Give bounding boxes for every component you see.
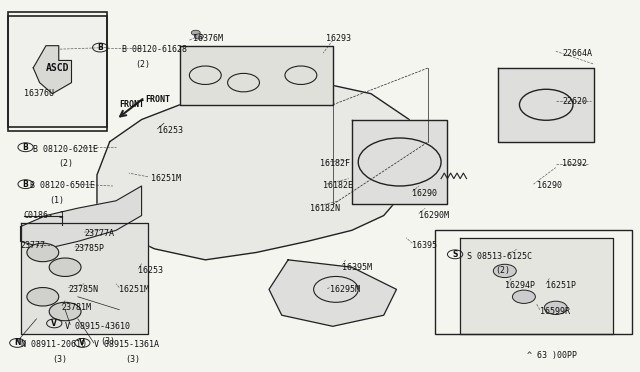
Text: 16290M: 16290M [419,211,449,220]
Text: 16395: 16395 [412,241,437,250]
Polygon shape [97,83,422,260]
Circle shape [195,34,204,39]
Polygon shape [499,68,594,142]
Text: 16599R: 16599R [540,307,570,316]
Text: (1): (1) [49,196,64,205]
Bar [8,16,106,127]
Text: 16295M: 16295M [330,285,360,294]
Text: B: B [23,143,28,152]
Text: (2): (2) [135,60,150,69]
Text: 23781M: 23781M [62,303,92,312]
Text: 16292: 16292 [562,159,587,169]
Circle shape [27,288,59,306]
Text: V: V [51,319,57,328]
Circle shape [49,258,81,276]
Text: 23785P: 23785P [75,244,105,253]
Text: 23777A: 23777A [84,230,114,238]
Polygon shape [33,46,72,94]
Circle shape [49,302,81,321]
Text: V: V [79,339,85,347]
Text: 16290: 16290 [412,189,437,198]
Polygon shape [20,186,141,249]
Text: N 08911-20610: N 08911-20610 [20,340,86,349]
Text: 16251P: 16251P [546,281,576,290]
Text: FRONT: FRONT [145,95,170,104]
Bar [8,13,106,131]
Text: B: B [97,43,103,52]
Circle shape [493,264,516,278]
Text: 16182N: 16182N [310,203,340,213]
Text: C0186-: C0186- [24,211,54,220]
Text: S: S [452,250,458,259]
Circle shape [544,301,567,314]
Polygon shape [352,119,447,205]
Text: 16395M: 16395M [342,263,372,272]
Text: 16294P: 16294P [505,281,535,290]
Text: (3): (3) [52,355,67,364]
Circle shape [27,243,59,262]
Text: ^ 63 )00PP: ^ 63 )00PP [527,351,577,360]
Circle shape [513,290,536,304]
Text: 23785N: 23785N [68,285,99,294]
Text: B 08120-6201E: B 08120-6201E [33,145,99,154]
Circle shape [191,30,200,35]
Text: 16290: 16290 [537,182,562,190]
Text: V 08915-43610: V 08915-43610 [65,322,130,331]
Text: 16182E: 16182E [323,182,353,190]
Text: 23777: 23777 [20,241,45,250]
Text: (2): (2) [495,266,510,275]
Text: 16253: 16253 [138,266,163,275]
Text: 16293: 16293 [326,34,351,43]
Text: 16253: 16253 [157,126,182,135]
Text: V 08915-1361A: V 08915-1361A [94,340,159,349]
Text: J: J [59,211,64,220]
Text: FRONT: FRONT [119,100,144,109]
Text: 16376U: 16376U [24,89,54,98]
Text: B: B [23,180,28,189]
Text: S 08513-6125C: S 08513-6125C [467,251,532,261]
Text: (3): (3) [100,337,115,346]
Polygon shape [20,223,148,334]
Text: 22620: 22620 [562,97,587,106]
Text: (3): (3) [125,355,141,364]
Text: 16182F: 16182F [320,159,350,169]
Polygon shape [269,260,396,326]
Text: B 08120-61628: B 08120-61628 [122,45,188,54]
Text: N: N [14,339,20,347]
Text: 16251M: 16251M [119,285,149,294]
Polygon shape [460,238,613,334]
Polygon shape [180,46,333,105]
Text: B 08120-6501E: B 08120-6501E [30,182,95,190]
Text: 22664A: 22664A [562,49,592,58]
Text: 16376M: 16376M [193,34,223,43]
Text: (2): (2) [59,159,74,169]
Text: 16251M: 16251M [151,174,181,183]
Text: ASCD: ASCD [46,63,70,73]
Bar [435,230,632,334]
